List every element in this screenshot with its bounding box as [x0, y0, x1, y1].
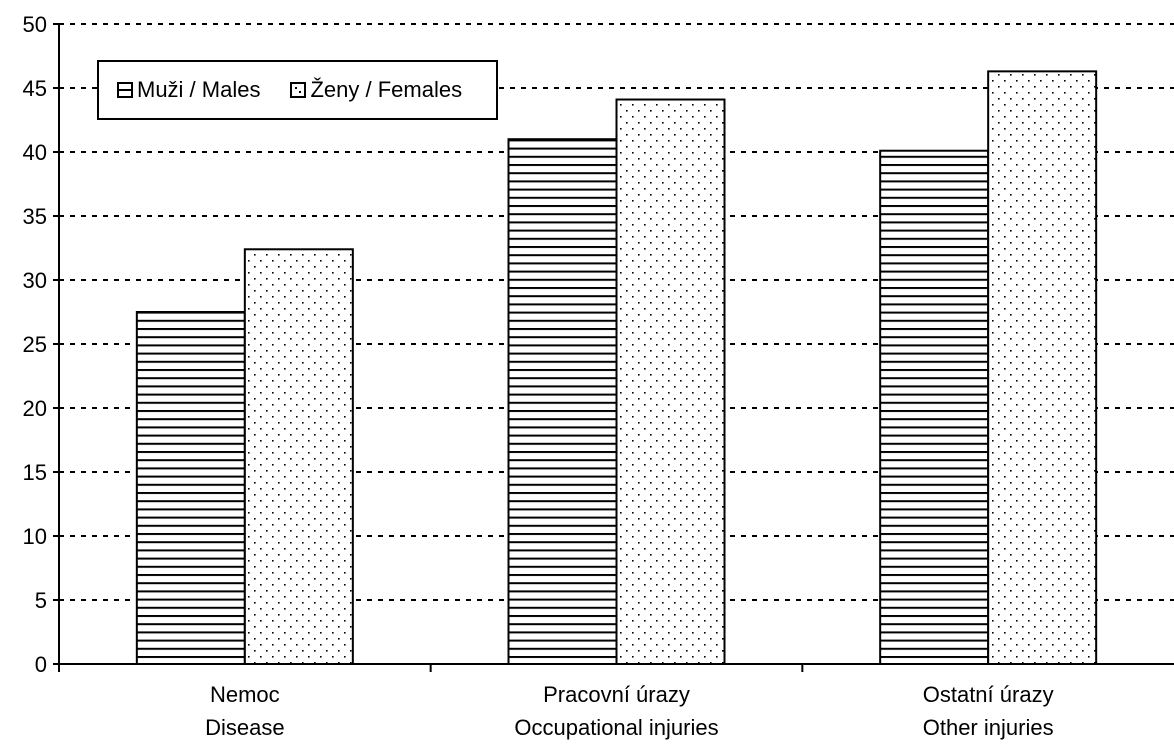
bar-males-2: [879, 149, 990, 666]
x-tick-label-english: Occupational injuries: [514, 715, 718, 740]
legend-swatch-males: [117, 82, 133, 98]
x-tick-label-english: Disease: [205, 715, 284, 740]
y-tick-label: 30: [23, 268, 47, 293]
legend-item-females: Ženy / Females: [290, 77, 462, 103]
y-tick-label: 45: [23, 76, 47, 101]
bar-males-1: [507, 138, 618, 665]
y-tick-label: 10: [23, 524, 47, 549]
bar-females-0: [243, 248, 354, 665]
y-tick-label: 35: [23, 204, 47, 229]
x-tick-label: Ostatní úrazy: [923, 682, 1054, 707]
legend: Muži / Males Ženy / Females: [97, 60, 498, 120]
x-tick-label: Pracovní úrazy: [543, 682, 690, 707]
bars: [135, 70, 1098, 666]
y-tick-label: 50: [23, 12, 47, 37]
y-tick-label: 20: [23, 396, 47, 421]
x-tick-label: Nemoc: [210, 682, 280, 707]
x-tick-label-english: Other injuries: [923, 715, 1054, 740]
y-tick-label: 25: [23, 332, 47, 357]
y-tick-label: 15: [23, 460, 47, 485]
legend-label-females: Ženy / Females: [310, 77, 463, 102]
y-tick-label: 5: [35, 588, 47, 613]
bar-males-0: [135, 311, 246, 665]
legend-swatch-females: [290, 82, 307, 98]
y-tick-label: 0: [35, 652, 47, 677]
bar-females-1: [615, 98, 726, 665]
axes: 0 5 10 15 20 25 30 35 40 45 50 Nemoc Disease Pracovní…: [23, 12, 1174, 740]
legend-item-males: Muži / Males: [117, 77, 260, 103]
y-tick-label: 40: [23, 140, 47, 165]
legend-label-males: Muži / Males: [137, 77, 261, 102]
bar-females-2: [987, 70, 1098, 666]
